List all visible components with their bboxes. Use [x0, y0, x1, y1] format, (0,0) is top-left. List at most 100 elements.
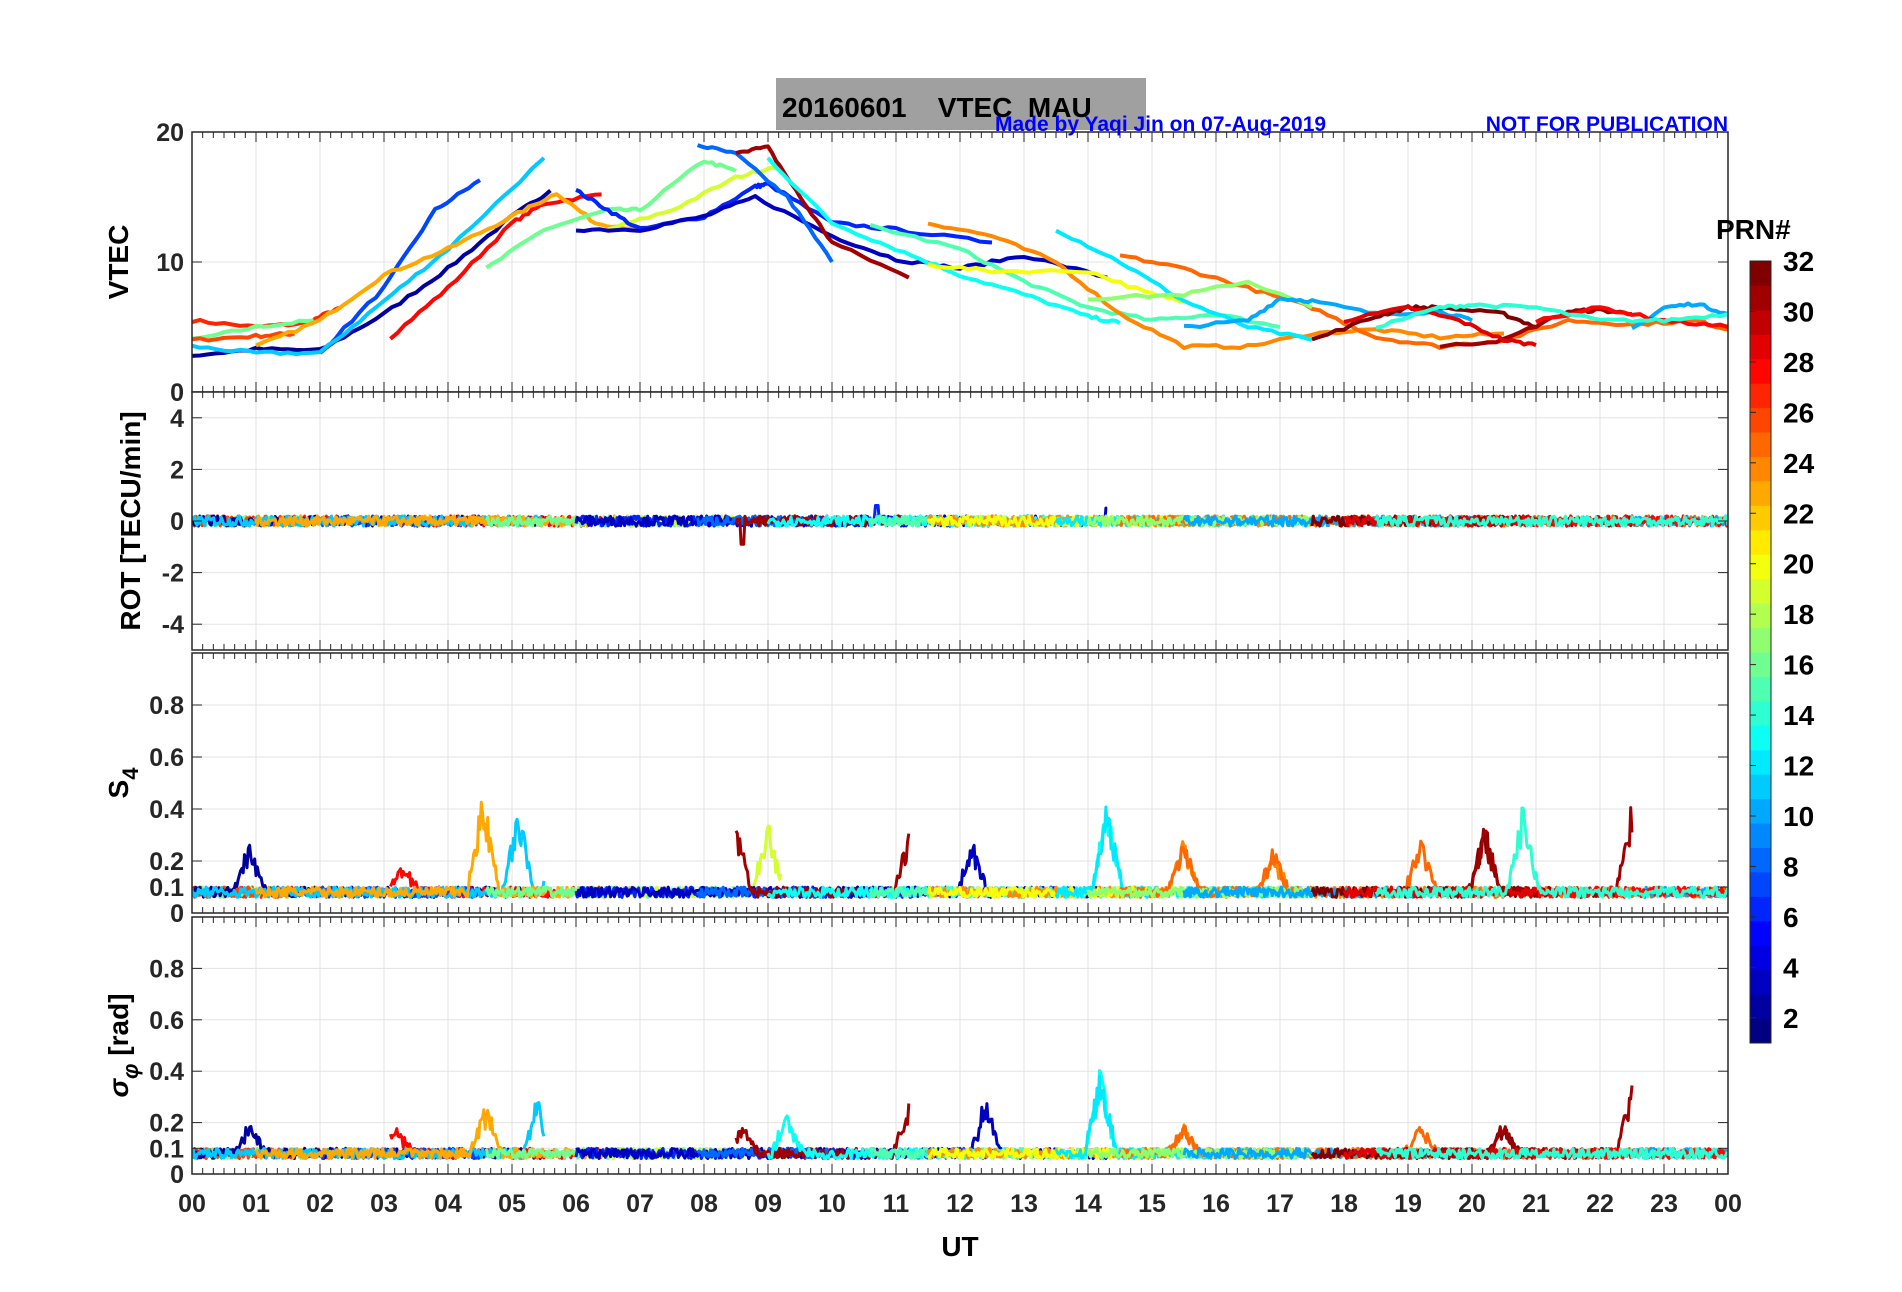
x-tick-label: 18 [1330, 1190, 1358, 1218]
vtec-ytick-label: 0 [170, 379, 184, 407]
x-axis-label: UT [941, 1231, 978, 1262]
sigma-ytick-label: 0.4 [149, 1058, 184, 1086]
colorbar-swatch-prn-6 [1750, 896, 1771, 922]
colorbar-tick-label: 10 [1783, 801, 1814, 832]
sigma-ytick-label: 0.1 [149, 1135, 184, 1163]
x-tick-label: 13 [1010, 1190, 1038, 1218]
s4-ytick-label: 0.8 [149, 692, 184, 720]
rot-axes-frame [191, 391, 1729, 651]
rot-data [192, 504, 1728, 546]
x-tick-label: 08 [690, 1190, 718, 1218]
colorbar-swatch-prn-13 [1750, 725, 1771, 751]
x-tick-label: 21 [1522, 1190, 1550, 1218]
vtec-ytick-label: 20 [156, 119, 184, 147]
colorbar-swatch-prn-23 [1750, 480, 1771, 506]
x-tick-label: 22 [1586, 1190, 1614, 1218]
vtec-line-prn-6 [575, 181, 993, 245]
s4-ytick-label: 0.1 [149, 874, 184, 902]
sigma-axes-frame [191, 916, 1729, 1175]
colorbar-swatch-prn-5 [1750, 920, 1771, 946]
rot-ylabel: ROT [TECU/min] [115, 411, 146, 630]
colorbar-swatch-prn-4 [1750, 945, 1771, 971]
s4-data [192, 800, 1728, 899]
vtec-line-prn-16 [192, 318, 314, 341]
vtec-line-prn-7 [318, 178, 482, 355]
colorbar-swatch-prn-28 [1750, 358, 1771, 384]
colorbar-swatch-prn-32 [1750, 261, 1771, 286]
x-tick-label: 10 [818, 1190, 846, 1218]
colorbar-tick-label: 16 [1783, 650, 1814, 681]
colorbar-swatch-prn-30 [1750, 309, 1771, 335]
colorbar-swatch-prn-3 [1750, 969, 1771, 995]
colorbar-swatch-prn-15 [1750, 676, 1771, 702]
chart-title: 20160601 VTEC MAU [782, 92, 1092, 123]
colorbar-tick-label: 22 [1783, 498, 1814, 529]
colorbar-swatch-prn-16 [1750, 652, 1771, 677]
panel-s4: 00.10.2 0.4 0.6 0.8 S4 [103, 652, 1729, 928]
colorbar-swatch-prn-11 [1750, 774, 1771, 800]
s4-line-prn-14 [1374, 806, 1728, 899]
colorbar-tick-label: 14 [1783, 700, 1815, 731]
colorbar-swatch-prn-26 [1750, 407, 1771, 433]
panel-vtec: 0 10 20 VTEC [103, 119, 1729, 407]
vtec-line-prn-23 [255, 192, 641, 348]
sigma-ytick-label: 0.6 [149, 1007, 184, 1035]
vtec-line-prn-25 [1119, 253, 1728, 350]
x-tick-label: 00 [1714, 1190, 1742, 1218]
rot-ytick-label: -4 [162, 611, 184, 639]
colorbar-tick-label: 32 [1783, 246, 1814, 277]
colorbar-swatch-prn-31 [1750, 285, 1771, 311]
colorbar-swatch-prn-12 [1750, 749, 1771, 775]
panel-rot: -4 -2 0 2 4 ROT [TECU/min] [115, 391, 1729, 651]
sigma-line-prn-14 [1374, 1146, 1728, 1161]
vtec-line-prn-13 [766, 156, 1121, 325]
colorbar-label: PRN# [1716, 214, 1791, 245]
colorbar-tick-label: 8 [1783, 851, 1799, 882]
x-tick-label: 12 [946, 1190, 974, 1218]
vtec-line-prn-16 [485, 159, 737, 270]
colorbar-tick-label: 12 [1783, 751, 1814, 782]
credit-text: Made by Yaqi Jin on 07-Aug-2019 [995, 113, 1326, 136]
colorbar-swatch-prn-2 [1750, 994, 1771, 1020]
x-tick-label: 05 [498, 1190, 526, 1218]
sigma-data [192, 1069, 1728, 1161]
x-tick-label: 01 [242, 1190, 270, 1218]
colorbar-swatch-prn-9 [1750, 823, 1771, 848]
sigma-ytick-label: 0.2 [149, 1110, 184, 1138]
vtec-line-prn-31 [735, 144, 910, 280]
colorbar-swatch-prn-18 [1750, 603, 1771, 629]
colorbar-swatch-prn-25 [1750, 432, 1771, 457]
rot-line-prn-14 [1374, 514, 1728, 528]
title-box [776, 78, 1146, 130]
x-tick-label: 14 [1074, 1190, 1102, 1218]
notice-text: NOT FOR PUBLICATION [1486, 113, 1728, 136]
vtec-line-prn-17 [1088, 279, 1313, 310]
vtec-line-prn-24 [927, 221, 1505, 351]
colorbar-tick-label: 18 [1783, 599, 1814, 630]
colorbar-swatch-prn-7 [1750, 871, 1771, 897]
sigma-ytick-label: 0.8 [149, 955, 184, 983]
colorbar-swatch-prn-21 [1750, 529, 1771, 555]
x-tick-label: 00 [178, 1190, 206, 1218]
x-tick-label: 20 [1458, 1190, 1486, 1218]
s4-ytick-label: 0.2 [149, 848, 184, 876]
x-tick-label: 15 [1138, 1190, 1166, 1218]
colorbar-tick-label: 24 [1783, 448, 1815, 479]
colorbar-tick-label: 20 [1783, 549, 1814, 580]
vtec-line-prn-10 [1183, 296, 1473, 329]
colorbar-tick-label: 26 [1783, 397, 1814, 428]
sigma-ytick-label: 0 [170, 1161, 184, 1189]
colorbar-swatch-prn-1 [1750, 1018, 1771, 1044]
s4-ytick-label: 0 [170, 900, 184, 928]
colorbar-tick-label: 2 [1783, 1003, 1799, 1034]
vtec-line-prn-12 [1055, 228, 1313, 342]
colorbar-swatch-prn-8 [1750, 847, 1771, 873]
x-tick-label: 19 [1394, 1190, 1422, 1218]
panel-sigma: 00.10.2 0.4 0.6 0.8σφ [rad] [103, 916, 1729, 1189]
rot-ytick-label: -2 [162, 560, 184, 588]
sigma-ylabel: σφ [rad] [103, 993, 143, 1097]
colorbar-swatch-prn-24 [1750, 456, 1771, 482]
vtec-line-prn-32 [1311, 304, 1537, 342]
